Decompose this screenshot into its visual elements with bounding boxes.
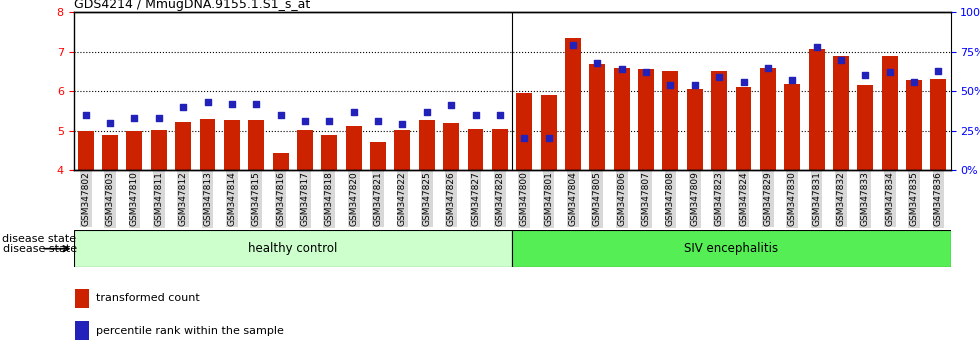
Point bbox=[175, 104, 191, 110]
Point bbox=[102, 120, 118, 125]
Text: disease state: disease state bbox=[3, 244, 77, 254]
Bar bbox=[882, 57, 898, 170]
Bar bbox=[512, 230, 951, 267]
Point bbox=[224, 101, 240, 107]
Point bbox=[541, 136, 557, 141]
Point bbox=[613, 66, 629, 72]
Bar bbox=[589, 64, 606, 170]
Bar bbox=[858, 85, 873, 170]
Bar bbox=[272, 153, 288, 170]
Point bbox=[200, 99, 216, 105]
Point bbox=[395, 121, 411, 127]
Point bbox=[931, 68, 947, 74]
Bar bbox=[77, 131, 94, 170]
Text: percentile rank within the sample: percentile rank within the sample bbox=[96, 326, 283, 336]
Point bbox=[77, 112, 93, 118]
Point bbox=[272, 112, 288, 118]
Bar bbox=[638, 69, 654, 170]
Bar bbox=[74, 230, 512, 267]
Bar bbox=[151, 130, 167, 170]
Point bbox=[418, 109, 434, 114]
Point bbox=[297, 118, 313, 124]
Bar bbox=[662, 72, 678, 170]
Bar bbox=[75, 321, 89, 340]
Bar bbox=[75, 289, 89, 308]
Bar bbox=[687, 89, 703, 170]
Point bbox=[858, 73, 873, 78]
Point bbox=[833, 57, 849, 62]
Bar bbox=[930, 79, 947, 170]
Point bbox=[151, 115, 167, 121]
Bar bbox=[248, 120, 265, 170]
Point bbox=[711, 74, 727, 80]
Bar bbox=[516, 93, 532, 170]
Bar bbox=[200, 119, 216, 170]
Point bbox=[467, 112, 483, 118]
Point bbox=[638, 69, 654, 75]
Bar bbox=[784, 84, 800, 170]
Point bbox=[565, 42, 581, 48]
Bar bbox=[418, 120, 435, 170]
Bar bbox=[736, 87, 752, 170]
Bar bbox=[760, 68, 776, 170]
Bar bbox=[613, 68, 629, 170]
Point bbox=[443, 103, 459, 108]
Text: SIV encephalitis: SIV encephalitis bbox=[684, 242, 778, 255]
Bar bbox=[395, 130, 411, 170]
Bar bbox=[833, 57, 849, 170]
Bar bbox=[565, 38, 581, 170]
Point bbox=[736, 79, 752, 85]
Point bbox=[662, 82, 678, 88]
Point bbox=[492, 112, 508, 118]
Bar bbox=[370, 142, 386, 170]
Point bbox=[808, 44, 824, 50]
Bar bbox=[297, 130, 313, 170]
Bar bbox=[492, 129, 508, 170]
Text: healthy control: healthy control bbox=[248, 242, 337, 255]
Point bbox=[248, 101, 264, 107]
Bar bbox=[443, 122, 459, 170]
Bar bbox=[224, 120, 240, 170]
Bar bbox=[711, 71, 727, 170]
Point bbox=[516, 136, 532, 141]
Bar bbox=[346, 126, 362, 170]
Bar bbox=[808, 48, 824, 170]
Bar bbox=[126, 131, 142, 170]
Text: transformed count: transformed count bbox=[96, 293, 200, 303]
Point bbox=[784, 77, 800, 83]
Bar bbox=[906, 80, 922, 170]
Text: disease state: disease state bbox=[2, 234, 76, 244]
Point bbox=[760, 65, 776, 70]
Point bbox=[590, 60, 606, 65]
Bar bbox=[175, 122, 191, 170]
Point bbox=[687, 82, 703, 88]
Point bbox=[906, 79, 922, 85]
Bar bbox=[321, 135, 337, 170]
Point bbox=[321, 118, 337, 124]
Point bbox=[882, 69, 898, 75]
Text: GDS4214 / MmugDNA.9155.1.S1_s_at: GDS4214 / MmugDNA.9155.1.S1_s_at bbox=[74, 0, 310, 11]
Bar bbox=[467, 129, 483, 170]
Bar bbox=[102, 135, 118, 170]
Bar bbox=[541, 95, 557, 170]
Point bbox=[370, 118, 386, 124]
Point bbox=[346, 109, 362, 114]
Point bbox=[126, 115, 142, 121]
